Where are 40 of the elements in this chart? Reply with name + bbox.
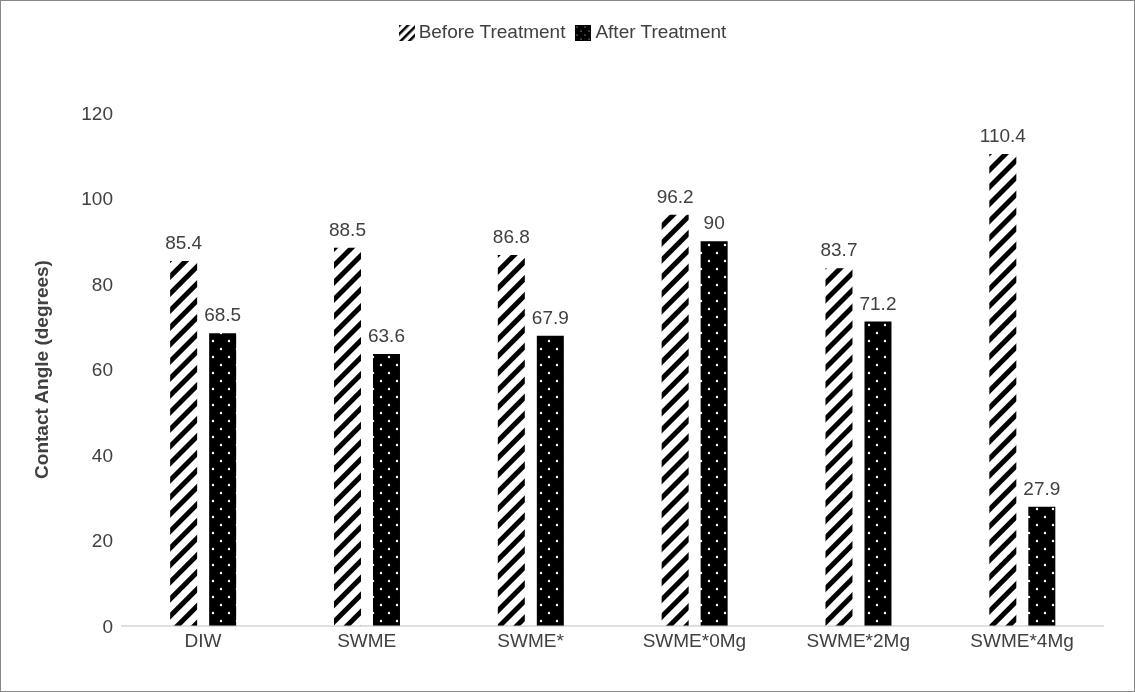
bar xyxy=(333,247,361,626)
data-label: 83.7 xyxy=(820,239,858,261)
bar xyxy=(864,321,892,626)
x-tick-label: SWME*2Mg xyxy=(806,630,910,652)
bar xyxy=(661,214,689,626)
y-tick-label: 100 xyxy=(81,188,113,210)
bar xyxy=(209,333,237,626)
legend-label: After Treatment xyxy=(595,21,727,42)
x-tick-label: DIW xyxy=(184,630,222,652)
y-tick-label: 120 xyxy=(81,102,113,124)
bar xyxy=(989,154,1017,626)
x-tick-label: SWME xyxy=(337,630,397,652)
y-tick-label: 80 xyxy=(91,273,113,295)
bar xyxy=(700,241,728,626)
bar xyxy=(1028,506,1056,626)
bar xyxy=(825,268,853,626)
x-tick-label: SWME*0Mg xyxy=(642,630,747,652)
data-label: 85.4 xyxy=(165,231,203,253)
y-tick-label: 40 xyxy=(91,444,113,466)
data-label: 68.5 xyxy=(204,304,242,326)
legend-label: Before Treatment xyxy=(418,21,566,42)
data-label: 71.2 xyxy=(859,292,897,314)
data-label: 63.6 xyxy=(367,325,405,347)
data-label: 27.9 xyxy=(1023,477,1061,499)
x-tick-label: SWME* xyxy=(497,630,565,652)
data-label: 86.8 xyxy=(492,225,530,247)
y-axis-title: Contact Angle (degrees) xyxy=(30,260,52,479)
data-label: 90 xyxy=(703,212,725,234)
bar xyxy=(536,335,564,626)
y-tick-label: 60 xyxy=(91,359,113,381)
y-tick-label: 20 xyxy=(91,530,113,552)
bar xyxy=(372,354,400,626)
data-label: 110.4 xyxy=(979,125,1027,147)
bar xyxy=(497,254,525,626)
data-label: 96.2 xyxy=(656,185,694,207)
y-tick-label: 0 xyxy=(102,615,113,637)
bar xyxy=(170,260,198,626)
data-label: 88.5 xyxy=(328,218,366,240)
data-label: 67.9 xyxy=(531,306,569,328)
x-tick-label: SWME*4Mg xyxy=(970,630,1074,652)
